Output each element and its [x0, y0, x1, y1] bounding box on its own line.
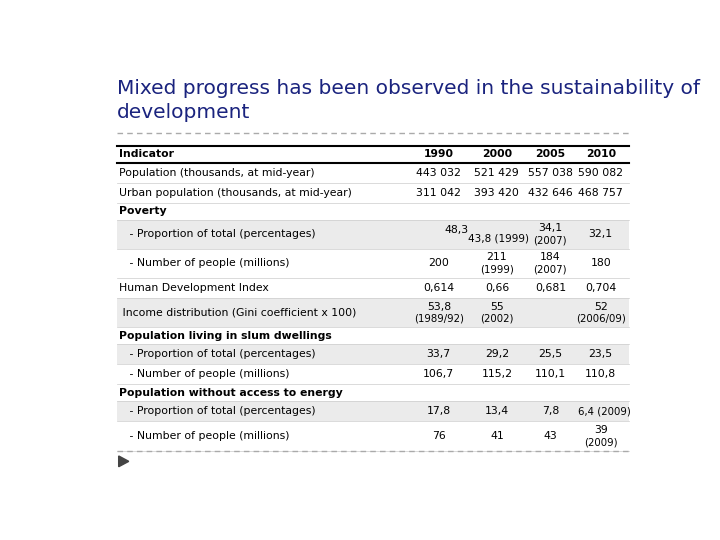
Text: 17,8: 17,8	[427, 406, 451, 416]
Text: - Number of people (millions): - Number of people (millions)	[119, 431, 289, 441]
Text: (1989/92): (1989/92)	[414, 314, 464, 324]
Text: 76: 76	[432, 431, 446, 441]
Text: 6,4 (2009): 6,4 (2009)	[578, 406, 631, 416]
Text: Human Development Index: Human Development Index	[119, 283, 269, 293]
Text: (2002): (2002)	[480, 314, 513, 324]
Polygon shape	[119, 456, 129, 467]
Text: 34,1: 34,1	[539, 223, 562, 233]
Text: 29,2: 29,2	[485, 349, 509, 359]
Text: Population without access to energy: Population without access to energy	[119, 388, 343, 398]
Text: 443 032: 443 032	[416, 167, 462, 178]
Text: 2005: 2005	[535, 149, 565, 159]
Text: 0,704: 0,704	[585, 283, 616, 293]
Text: (2007): (2007)	[534, 265, 567, 275]
Text: 39: 39	[594, 425, 608, 435]
Text: 184: 184	[540, 252, 561, 262]
Text: 2000: 2000	[482, 149, 512, 159]
Text: 0,681: 0,681	[535, 283, 566, 293]
Text: 110,8: 110,8	[585, 369, 616, 379]
Text: 33,7: 33,7	[427, 349, 451, 359]
Text: 115,2: 115,2	[482, 369, 513, 379]
Text: 393 420: 393 420	[474, 187, 519, 198]
Text: (1999): (1999)	[480, 265, 514, 275]
Text: (2007): (2007)	[534, 235, 567, 245]
Text: 1990: 1990	[424, 149, 454, 159]
Text: 32,1: 32,1	[589, 229, 613, 239]
Text: 557 038: 557 038	[528, 167, 573, 178]
Text: (2009): (2009)	[584, 437, 618, 447]
Text: Mixed progress has been observed in the sustainability of: Mixed progress has been observed in the …	[117, 79, 700, 98]
Text: 55: 55	[490, 301, 504, 312]
Text: Poverty: Poverty	[119, 206, 166, 216]
Text: 180: 180	[590, 259, 611, 268]
Text: 110,1: 110,1	[535, 369, 566, 379]
Text: 590 082: 590 082	[578, 167, 624, 178]
Text: 521 429: 521 429	[474, 167, 519, 178]
Text: - Number of people (millions): - Number of people (millions)	[119, 369, 289, 379]
Text: 200: 200	[428, 259, 449, 268]
Text: 52: 52	[594, 301, 608, 312]
Text: development: development	[117, 103, 251, 122]
Text: 468 757: 468 757	[578, 187, 623, 198]
Text: 311 042: 311 042	[416, 187, 462, 198]
Text: 43,8 (1999): 43,8 (1999)	[468, 234, 529, 244]
Text: 41: 41	[490, 431, 504, 441]
Text: 43: 43	[544, 431, 557, 441]
Bar	[117, 345, 629, 364]
Text: 211: 211	[487, 252, 507, 262]
Bar	[117, 220, 629, 249]
Text: - Proportion of total (percentages): - Proportion of total (percentages)	[119, 406, 315, 416]
Text: 23,5: 23,5	[589, 349, 613, 359]
Text: 25,5: 25,5	[539, 349, 562, 359]
Text: 7,8: 7,8	[541, 406, 559, 416]
Text: 0,614: 0,614	[423, 283, 454, 293]
Text: Indicator: Indicator	[119, 149, 174, 159]
Text: 106,7: 106,7	[423, 369, 454, 379]
Bar	[117, 401, 629, 421]
Text: 432 646: 432 646	[528, 187, 572, 198]
Text: - Proportion of total (percentages): - Proportion of total (percentages)	[119, 349, 315, 359]
Text: 13,4: 13,4	[485, 406, 509, 416]
Text: Population living in slum dwellings: Population living in slum dwellings	[119, 331, 331, 341]
Text: 53,8: 53,8	[427, 301, 451, 312]
Text: Income distribution (Gini coefficient x 100): Income distribution (Gini coefficient x …	[119, 308, 356, 318]
Text: - Proportion of total (percentages): - Proportion of total (percentages)	[119, 229, 315, 239]
Text: 48,3: 48,3	[444, 225, 468, 235]
Text: 0,66: 0,66	[485, 283, 509, 293]
Text: - Number of people (millions): - Number of people (millions)	[119, 259, 289, 268]
Bar	[117, 298, 629, 327]
Text: Urban population (thousands, at mid-year): Urban population (thousands, at mid-year…	[119, 187, 351, 198]
Text: 2010: 2010	[585, 149, 616, 159]
Text: Population (thousands, at mid-year): Population (thousands, at mid-year)	[119, 167, 315, 178]
Text: (2006/09): (2006/09)	[576, 314, 626, 324]
